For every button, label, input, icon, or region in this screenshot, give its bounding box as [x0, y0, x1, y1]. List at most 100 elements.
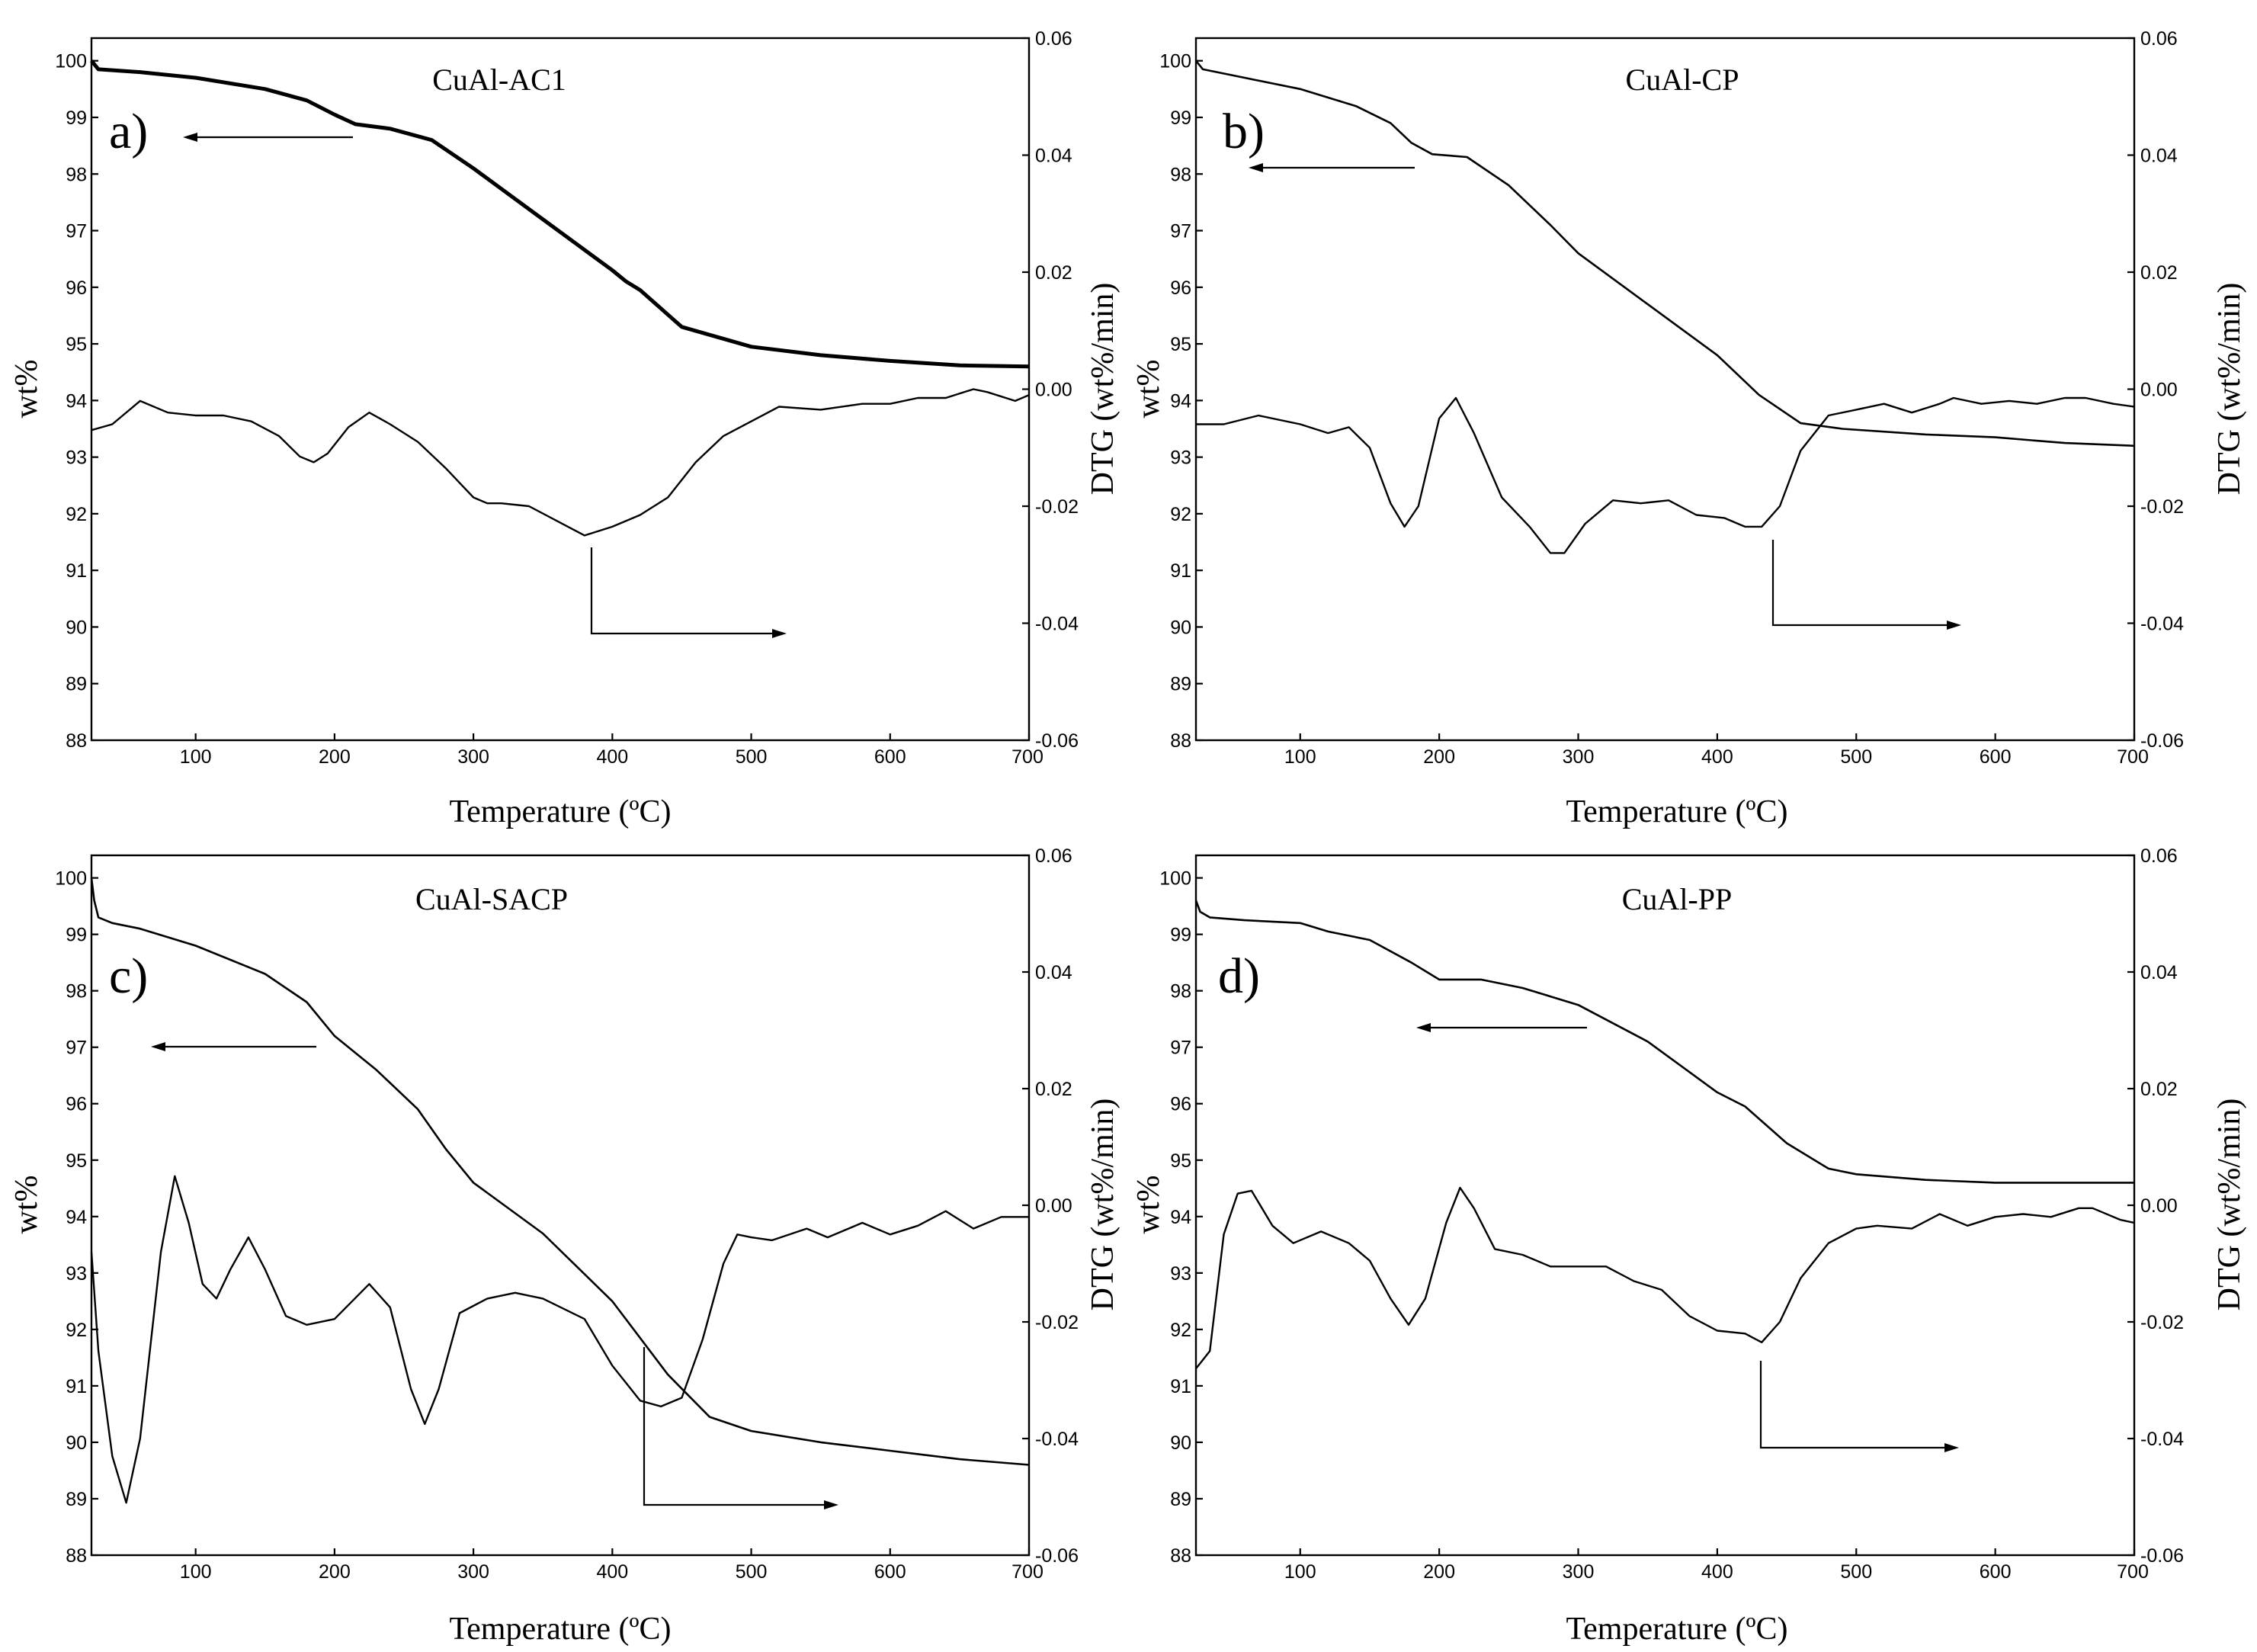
- x-tick-label: 200: [1423, 1561, 1455, 1583]
- y2-axis-title: DTG (wt%/min): [1085, 283, 1120, 496]
- x-tick-group: 100 200 300 400 500 600 700: [180, 1548, 1044, 1583]
- y-tick-label: 99: [66, 925, 87, 946]
- y-tick-label: 89: [1170, 674, 1191, 695]
- tg-left-arrow: [183, 133, 353, 142]
- y-tick-label: 99: [1170, 107, 1191, 129]
- x-tick-label: 700: [2117, 746, 2149, 768]
- y2-tick-group: -0.06 -0.04 -0.02 0.00 0.02 0.04 0.06: [1022, 28, 1079, 752]
- x-tick-group: 100 200 300 400 500 600 700: [1284, 733, 2149, 768]
- y-tick-label: 96: [1170, 1094, 1191, 1115]
- x-tick-label: 700: [1011, 746, 1044, 768]
- x-tick-label: 500: [736, 746, 768, 768]
- y-tick-label: 98: [66, 981, 87, 1002]
- panel-title: CuAl-SACP: [415, 882, 568, 916]
- y-axis-title: wt%: [9, 1176, 44, 1234]
- y-tick-label: 91: [1170, 560, 1191, 582]
- y-tick-label: 97: [1170, 221, 1191, 242]
- x-tick-label: 300: [1563, 746, 1595, 768]
- y-tick-label: 90: [66, 617, 87, 638]
- y2-tick-label: -0.04: [1035, 1429, 1079, 1450]
- x-tick-label: 600: [1980, 1561, 2012, 1583]
- plot-frame: [1194, 854, 2136, 1557]
- dtg-arrow-head: [772, 629, 787, 638]
- y-tick-label: 88: [66, 730, 87, 752]
- y-tick-label: 96: [66, 1094, 87, 1115]
- y2-tick-label: -0.02: [2140, 496, 2184, 518]
- tg-curve: [1194, 900, 2134, 1184]
- y-axis-title: wt%: [1131, 360, 1166, 419]
- y2-tick-label: 0.02: [2140, 262, 2178, 284]
- dtg-arrow-line: [590, 547, 774, 635]
- panel-label: a): [109, 104, 148, 159]
- y2-tick-label: -0.04: [2140, 1429, 2184, 1450]
- dtg-arrow-head: [1944, 1443, 1959, 1452]
- y-tick-label: 96: [1170, 277, 1191, 299]
- panel-label: b): [1223, 104, 1265, 159]
- dtg-arrow-head: [824, 1500, 838, 1509]
- panel-c: 100 200 300 400 500 600 700 88 89 90 91 92 93 94 95 96…: [9, 845, 1120, 1647]
- tg-curve: [90, 877, 1030, 1466]
- y2-axis-title: DTG (wt%/min): [2212, 283, 2247, 496]
- y-tick-label: 90: [1170, 617, 1191, 638]
- y-tick-label: 93: [1170, 447, 1191, 469]
- y2-tick-label: -0.02: [1035, 1312, 1079, 1333]
- y-tick-group: 88 89 90 91 92 93 94 95 96 97 98 99 100: [1159, 51, 1203, 752]
- y2-tick-label: 0.02: [2140, 1079, 2178, 1100]
- tg-arrow-head: [1249, 163, 1263, 172]
- dtg-right-arrow: [1771, 540, 1961, 630]
- panel-a: 100 200 300 400 500 600 700 88 89 90 91 92 93 94 95 96…: [9, 28, 1120, 829]
- y-tick-label: 95: [66, 1150, 87, 1172]
- plot-frame: [90, 37, 1031, 742]
- x-tick-label: 600: [874, 1561, 906, 1583]
- y-tick-label: 97: [66, 221, 87, 242]
- y-tick-group: 88 89 90 91 92 93 94 95 96 97 98 99 100: [55, 868, 98, 1567]
- y2-tick-label: -0.06: [1035, 730, 1079, 752]
- x-tick-label: 200: [319, 746, 351, 768]
- y-tick-label: 100: [55, 51, 87, 72]
- dtg-arrow-line: [643, 1347, 826, 1506]
- x-tick-label: 500: [736, 1561, 768, 1583]
- x-tick-label: 300: [1563, 1561, 1595, 1583]
- y-tick-label: 91: [66, 560, 87, 582]
- y-tick-label: 88: [1170, 1545, 1191, 1567]
- y-tick-label: 93: [66, 1263, 87, 1285]
- y2-tick-label: 0.06: [1035, 28, 1072, 50]
- y-tick-label: 97: [1170, 1038, 1191, 1059]
- y-tick-label: 91: [1170, 1376, 1191, 1397]
- y2-tick-group: -0.06 -0.04 -0.02 0.00 0.02 0.04 0.06: [1022, 845, 1079, 1567]
- y2-tick-label: 0.06: [2140, 28, 2178, 50]
- y-tick-label: 88: [66, 1545, 87, 1567]
- x-tick-label: 500: [1840, 746, 1872, 768]
- x-tick-label: 100: [180, 1561, 212, 1583]
- y2-tick-label: 0.00: [1035, 380, 1072, 401]
- x-tick-label: 400: [1701, 746, 1733, 768]
- y-tick-label: 97: [66, 1038, 87, 1059]
- y-tick-label: 89: [66, 1489, 87, 1510]
- y2-tick-group: -0.06 -0.04 -0.02 0.00 0.02 0.04 0.06: [2127, 845, 2184, 1567]
- y-tick-label: 92: [66, 1320, 87, 1341]
- tg-arrow-head: [1416, 1023, 1431, 1032]
- tg-curve: [1194, 59, 2135, 447]
- dtg-curve: [1196, 396, 2135, 554]
- y-axis-title: wt%: [9, 360, 44, 419]
- y2-tick-label: -0.06: [1035, 1545, 1079, 1567]
- x-tick-label: 600: [1980, 746, 2012, 768]
- panel-d: 100 200 300 400 500 600 700 88 89 90 91 92 93 94 95 96…: [1131, 845, 2247, 1647]
- plot-frame: [1194, 37, 2136, 742]
- x-tick-label: 200: [1423, 746, 1455, 768]
- y-tick-label: 89: [1170, 1489, 1191, 1510]
- y-tick-label: 92: [1170, 504, 1191, 525]
- y2-tick-label: -0.02: [1035, 496, 1079, 518]
- x-tick-label: 300: [457, 1561, 489, 1583]
- x-tick-label: 300: [457, 746, 489, 768]
- y-tick-label: 95: [66, 334, 87, 355]
- y2-tick-label: -0.06: [2140, 1545, 2184, 1567]
- y-tick-label: 99: [1170, 925, 1191, 946]
- y2-tick-label: 0.00: [1035, 1195, 1072, 1217]
- y-tick-label: 95: [1170, 334, 1191, 355]
- y2-tick-label: 0.04: [2140, 962, 2178, 983]
- dtg-right-arrow: [590, 547, 787, 638]
- y2-tick-label: 0.04: [2140, 146, 2178, 167]
- x-tick-label: 700: [2117, 1561, 2149, 1583]
